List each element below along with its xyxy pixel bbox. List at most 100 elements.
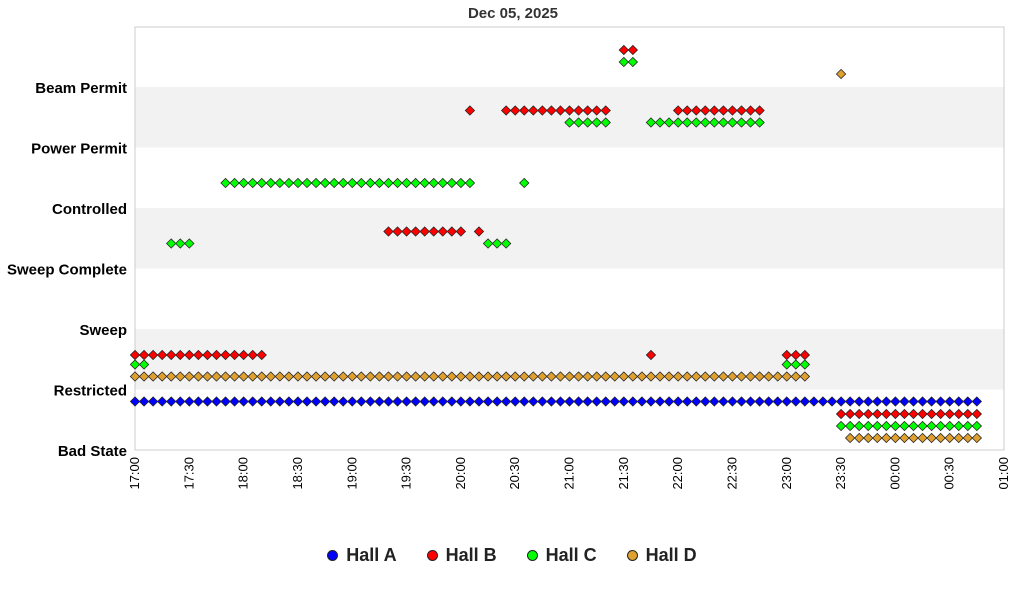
data-point-hall-b bbox=[500, 105, 512, 116]
data-point-hall-d bbox=[754, 371, 765, 382]
legend-label: Hall A bbox=[346, 544, 397, 565]
data-point-hall-d bbox=[220, 371, 231, 382]
data-point-hall-b bbox=[528, 105, 539, 116]
data-point-hall-a bbox=[953, 396, 964, 407]
data-point-hall-d bbox=[700, 371, 711, 382]
data-point-hall-c bbox=[781, 359, 792, 370]
data-point-hall-b bbox=[510, 105, 521, 116]
data-point-hall-a bbox=[854, 396, 865, 407]
data-point-hall-c bbox=[591, 117, 602, 128]
data-point-hall-a bbox=[971, 396, 983, 407]
data-point-hall-b bbox=[944, 408, 955, 420]
data-point-hall-a bbox=[211, 396, 222, 407]
data-point-hall-b bbox=[962, 408, 973, 420]
y-tick-label: Sweep bbox=[79, 322, 127, 339]
data-point-hall-d bbox=[609, 371, 620, 382]
data-point-hall-b bbox=[437, 226, 448, 237]
data-point-hall-d bbox=[184, 371, 195, 382]
data-point-hall-b bbox=[229, 349, 240, 361]
data-point-hall-d bbox=[745, 371, 756, 382]
data-point-hall-b bbox=[600, 105, 611, 116]
legend-label: Hall C bbox=[545, 544, 597, 565]
data-point-hall-d bbox=[636, 371, 648, 382]
data-point-hall-c bbox=[265, 177, 276, 189]
data-point-hall-d bbox=[175, 371, 186, 382]
data-point-hall-d bbox=[926, 432, 937, 444]
data-point-hall-d bbox=[555, 371, 566, 382]
data-point-hall-b bbox=[618, 44, 629, 56]
data-point-hall-a bbox=[338, 396, 349, 407]
data-point-hall-d bbox=[736, 371, 747, 382]
data-point-hall-a bbox=[863, 396, 874, 407]
data-point-hall-c bbox=[962, 420, 973, 432]
data-point-hall-d bbox=[672, 371, 684, 382]
data-point-hall-b bbox=[193, 349, 204, 361]
x-tick-label: 21:30 bbox=[616, 457, 631, 490]
data-point-hall-a bbox=[808, 396, 820, 407]
data-point-hall-d bbox=[781, 371, 792, 382]
data-point-hall-a bbox=[129, 396, 141, 407]
data-point-hall-c bbox=[184, 238, 195, 249]
data-point-hall-a bbox=[455, 396, 467, 407]
x-axis-ticks: 17:00 17:30 18:00 18:30 19:00 19:30 20:00 20:30… bbox=[127, 457, 1011, 490]
data-point-hall-c bbox=[582, 117, 593, 128]
data-point-hall-a bbox=[491, 396, 503, 407]
data-point-hall-b bbox=[446, 226, 457, 237]
data-point-hall-d bbox=[546, 371, 557, 382]
x-tick-label: 17:30 bbox=[181, 457, 196, 490]
data-point-hall-d bbox=[410, 371, 421, 382]
data-point-hall-b bbox=[473, 226, 485, 237]
data-point-hall-c bbox=[908, 420, 919, 432]
legend-item: Hall D bbox=[626, 545, 697, 566]
data-point-hall-d bbox=[908, 432, 919, 444]
data-point-hall-d bbox=[682, 371, 693, 382]
data-point-hall-c bbox=[338, 177, 349, 189]
data-point-hall-c bbox=[663, 117, 675, 128]
data-point-hall-b bbox=[519, 105, 530, 116]
data-point-hall-d bbox=[727, 371, 738, 382]
data-point-hall-b bbox=[555, 105, 566, 116]
data-point-hall-a bbox=[935, 396, 946, 407]
data-point-hall-a bbox=[564, 396, 575, 407]
data-point-hall-d bbox=[310, 371, 322, 382]
data-point-hall-c bbox=[283, 177, 295, 189]
data-point-hall-d bbox=[881, 432, 892, 444]
legend: Hall A Hall B Hall C Hall D bbox=[0, 540, 1024, 570]
data-point-hall-c bbox=[455, 177, 467, 189]
x-tick-label: 17:00 bbox=[127, 457, 142, 490]
data-point-hall-a bbox=[790, 396, 801, 407]
chart-title: Dec 05, 2025 bbox=[468, 5, 558, 22]
data-point-hall-c bbox=[519, 177, 530, 189]
data-point-hall-a bbox=[672, 396, 684, 407]
data-point-hall-d bbox=[763, 371, 774, 382]
data-point-hall-d bbox=[799, 371, 811, 382]
data-point-hall-a bbox=[519, 396, 530, 407]
data-point-hall-a bbox=[881, 396, 892, 407]
data-point-hall-b bbox=[745, 105, 756, 116]
data-point-hall-c bbox=[917, 420, 928, 432]
data-point-hall-d bbox=[528, 371, 539, 382]
data-point-hall-a bbox=[546, 396, 557, 407]
data-point-hall-a bbox=[627, 396, 639, 407]
data-point-hall-d bbox=[790, 371, 801, 382]
data-point-hall-c bbox=[229, 177, 240, 189]
data-point-hall-c bbox=[736, 117, 747, 128]
data-point-hall-b bbox=[184, 349, 195, 361]
data-point-hall-b bbox=[935, 408, 946, 420]
data-point-hall-a bbox=[700, 396, 711, 407]
data-point-hall-c bbox=[365, 177, 376, 189]
data-point-hall-c bbox=[328, 177, 340, 189]
y-tick-label: Bad State bbox=[58, 443, 127, 460]
data-point-hall-b bbox=[645, 349, 657, 361]
data-point-hall-a bbox=[292, 396, 304, 407]
data-point-hall-b bbox=[672, 105, 684, 116]
data-point-hall-d bbox=[872, 432, 883, 444]
data-point-hall-b bbox=[238, 349, 249, 361]
data-point-hall-c bbox=[374, 177, 385, 189]
data-point-hall-c bbox=[564, 117, 575, 128]
plot-bands bbox=[135, 26, 1004, 450]
data-point-hall-c bbox=[899, 420, 910, 432]
data-point-hall-a bbox=[274, 396, 285, 407]
data-point-hall-a bbox=[410, 396, 421, 407]
data-point-hall-d bbox=[356, 371, 367, 382]
